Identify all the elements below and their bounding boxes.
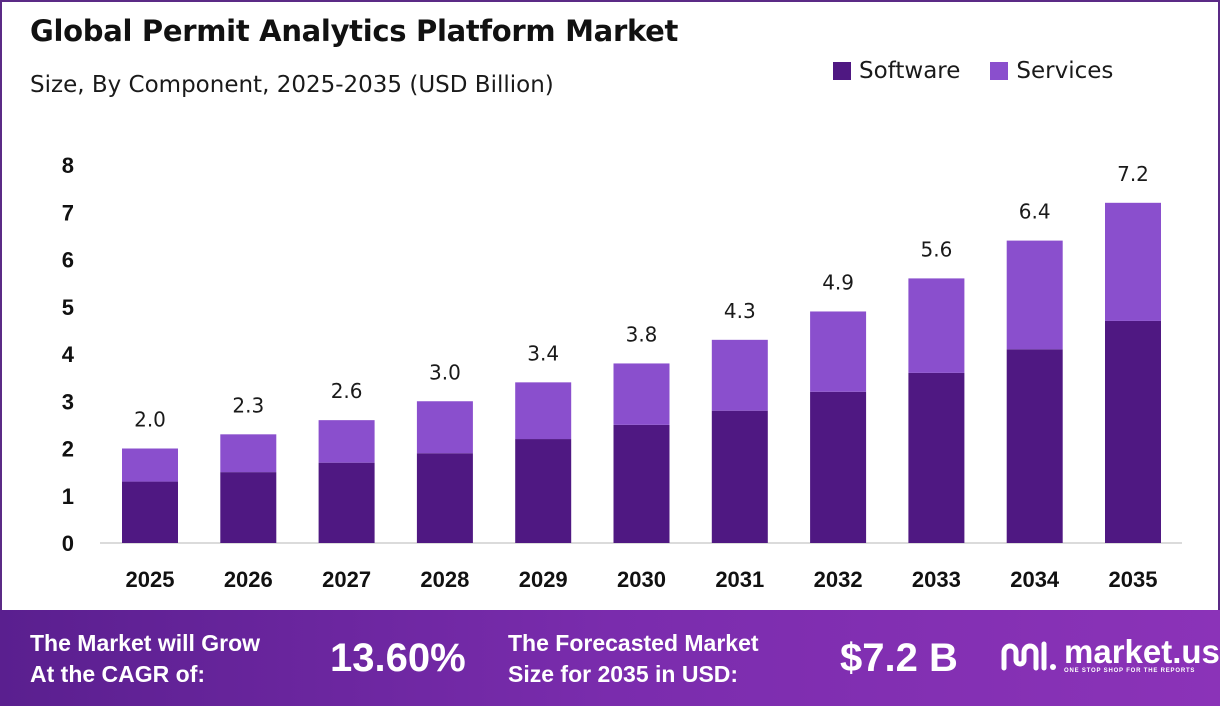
bar-services-2031 (711, 339, 768, 411)
x-tick-label-2026: 2026 (224, 567, 273, 592)
total-label-2029: 3.4 (527, 341, 559, 365)
x-tick-label-2027: 2027 (322, 567, 371, 592)
legend-item-services: Services (990, 58, 1113, 84)
bar-software-2026 (220, 472, 277, 543)
brand-logo: market.us ONE STOP SHOP FOR THE REPORTS (1000, 633, 1220, 674)
bar-software-2029 (515, 439, 572, 543)
bar-software-2025 (122, 481, 178, 543)
chart-title: Global Permit Analytics Platform Market (30, 14, 679, 48)
x-tick-label-2029: 2029 (519, 567, 568, 592)
bar-software-2034 (1006, 349, 1063, 543)
x-tick-label-2033: 2033 (912, 567, 961, 592)
legend: Software Services (833, 58, 1113, 84)
bar-software-2031 (711, 410, 768, 543)
total-label-2033: 5.6 (920, 237, 952, 261)
legend-label-services: Services (1016, 58, 1114, 84)
bar-services-2026 (220, 434, 277, 473)
bar-services-2027 (318, 420, 375, 463)
legend-item-software: Software (833, 58, 960, 84)
market-us-logo-icon (1001, 641, 1056, 671)
total-label-2034: 6.4 (1019, 200, 1051, 224)
cagr-label-line2: At the CAGR of: (30, 661, 206, 687)
bar-software-2033 (908, 372, 965, 543)
x-tick-label-2025: 2025 (126, 567, 175, 592)
total-label-2025: 2.0 (134, 408, 166, 432)
y-tick-label: 4 (62, 342, 75, 367)
forecast-value: $7.2 B (840, 636, 958, 680)
legend-swatch-software (833, 62, 851, 80)
y-tick-label: 6 (62, 248, 74, 273)
x-tick-label-2030: 2030 (617, 567, 666, 592)
bar-software-2028 (416, 453, 473, 543)
total-label-2031: 4.3 (724, 299, 756, 323)
y-tick-label: 0 (62, 531, 74, 556)
cagr-value: 13.60% (330, 636, 466, 680)
bar-services-2028 (416, 401, 473, 454)
bar-services-2032 (810, 311, 867, 392)
footer-banner: The Market will Grow At the CAGR of: 13.… (0, 610, 1220, 706)
total-label-2030: 3.8 (626, 322, 658, 346)
bar-software-2032 (810, 391, 867, 543)
x-tick-label-2032: 2032 (814, 567, 863, 592)
legend-label-software: Software (859, 58, 961, 84)
bar-software-2035 (1105, 320, 1161, 543)
total-label-2035: 7.2 (1117, 162, 1149, 186)
chart-subtitle: Size, By Component, 2025-2035 (USD Billi… (30, 72, 554, 98)
bar-services-2033 (908, 278, 965, 373)
x-tick-label-2035: 2035 (1109, 567, 1158, 592)
x-tick-label-2028: 2028 (420, 567, 469, 592)
bar-services-2029 (515, 382, 572, 440)
y-tick-label: 5 (62, 295, 74, 320)
total-label-2032: 4.9 (822, 270, 854, 294)
brand-tagline: ONE STOP SHOP FOR THE REPORTS (1064, 668, 1196, 674)
forecast-label-line2: Size for 2035 in USD: (508, 661, 739, 687)
y-tick-label: 8 (62, 153, 74, 178)
total-label-2027: 2.6 (331, 379, 363, 403)
bar-services-2025 (122, 448, 178, 482)
x-tick-label-2034: 2034 (1010, 567, 1060, 592)
bar-services-2034 (1006, 240, 1063, 350)
y-tick-label: 2 (62, 437, 74, 462)
bar-services-2035 (1105, 202, 1161, 321)
bar-software-2027 (318, 462, 375, 543)
legend-swatch-services (990, 62, 1009, 80)
x-tick-label-2031: 2031 (715, 567, 764, 592)
total-label-2028: 3.0 (429, 360, 461, 384)
total-label-2026: 2.3 (232, 393, 264, 417)
bar-services-2030 (613, 363, 670, 425)
y-tick-label: 1 (62, 484, 74, 509)
forecast-label-line1: The Forecasted Market (508, 630, 759, 656)
cagr-label-line1: The Market will Grow (30, 630, 261, 656)
brand-name: market.us (1064, 633, 1220, 670)
y-tick-label: 7 (62, 200, 74, 225)
bar-software-2030 (613, 424, 670, 543)
y-tick-label: 3 (62, 389, 74, 414)
bar-chart: 0 1 2 3 4 5 6 7 8 2.0 2025 2.3 2026 2.6 2027 3.0 2028 3.4… (62, 153, 1182, 592)
